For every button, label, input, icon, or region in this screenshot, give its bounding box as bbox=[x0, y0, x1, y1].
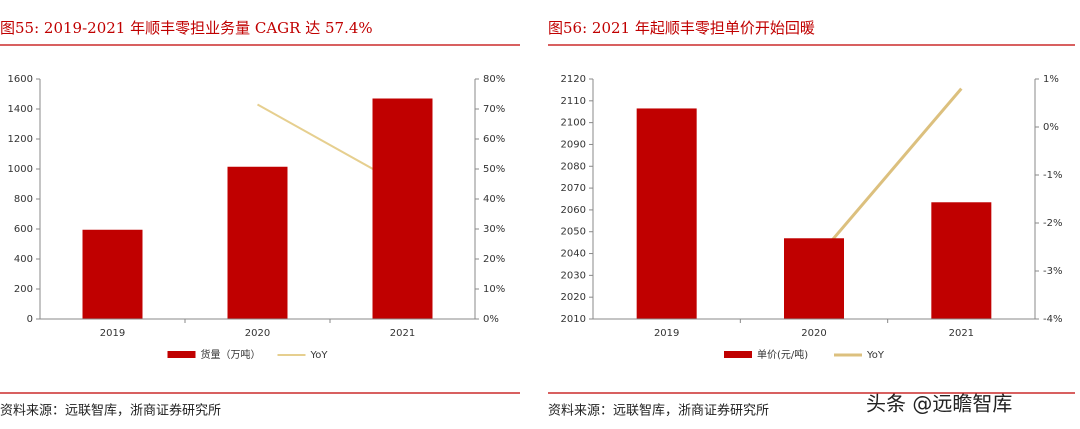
y-tick-label: 2040 bbox=[561, 249, 586, 260]
y2-tick-label: 10% bbox=[483, 284, 505, 295]
x-tick-label: 2021 bbox=[390, 328, 415, 339]
y2-tick-label: -2% bbox=[1043, 218, 1062, 229]
x-tick-label: 2020 bbox=[245, 328, 270, 339]
y-tick-label: 1000 bbox=[8, 164, 33, 175]
y-tick-label: 2070 bbox=[561, 183, 586, 194]
y2-tick-label: -4% bbox=[1043, 314, 1062, 325]
bar bbox=[372, 98, 433, 319]
y-tick-label: 2100 bbox=[561, 118, 586, 129]
x-tick-label: 2019 bbox=[100, 328, 125, 339]
y-tick-label: 2120 bbox=[561, 74, 586, 85]
legend-label: 货量（万吨） bbox=[201, 348, 261, 361]
source: 资料来源：远联智库，浙商证券研究所 bbox=[548, 403, 769, 419]
x-tick-label: 2021 bbox=[949, 328, 974, 339]
y2-tick-label: 40% bbox=[483, 194, 505, 205]
y-tick-label: 2110 bbox=[561, 96, 586, 107]
chart-title: 图55: 2019-2021 年顺丰零担业务量 CAGR 达 57.4% bbox=[0, 19, 373, 37]
y-tick-label: 0 bbox=[27, 314, 33, 325]
bar bbox=[784, 238, 844, 319]
y-tick-label: 2020 bbox=[561, 292, 586, 303]
y2-tick-label: 50% bbox=[483, 164, 505, 175]
bar bbox=[931, 202, 992, 319]
yoy-line bbox=[812, 87, 963, 263]
y2-tick-label: 80% bbox=[483, 74, 505, 85]
y-tick-label: 2030 bbox=[561, 270, 586, 281]
legend-label: YoY bbox=[866, 350, 885, 361]
y-tick-label: 200 bbox=[14, 284, 33, 295]
legend-swatch bbox=[167, 351, 196, 358]
x-tick-label: 2020 bbox=[801, 328, 826, 339]
y-tick-label: 1400 bbox=[8, 104, 33, 115]
y-tick-label: 2010 bbox=[561, 314, 586, 325]
y2-tick-label: 1% bbox=[1043, 74, 1059, 85]
y2-tick-label: 0% bbox=[483, 314, 499, 325]
y-tick-label: 2060 bbox=[561, 205, 586, 216]
y-tick-label: 1200 bbox=[8, 134, 33, 145]
legend-label: YoY bbox=[310, 350, 329, 361]
y-tick-label: 400 bbox=[14, 254, 33, 265]
legend-swatch bbox=[724, 351, 752, 358]
y2-tick-label: 0% bbox=[1043, 122, 1059, 133]
watermark: 头条 @远瞻智库 bbox=[866, 392, 1012, 416]
source: 资料来源：远联智库，浙商证券研究所 bbox=[0, 403, 221, 419]
y2-tick-label: 60% bbox=[483, 134, 505, 145]
y-tick-label: 2080 bbox=[561, 161, 586, 172]
y-tick-label: 1600 bbox=[8, 74, 33, 85]
bar bbox=[227, 166, 288, 319]
y-tick-label: 2090 bbox=[561, 139, 586, 150]
y2-tick-label: -3% bbox=[1043, 266, 1062, 277]
y2-tick-label: 30% bbox=[483, 224, 505, 235]
y-tick-label: 800 bbox=[14, 194, 33, 205]
y-tick-label: 2050 bbox=[561, 227, 586, 238]
legend-label: 单价(元/吨) bbox=[757, 348, 808, 361]
bar bbox=[636, 108, 697, 319]
chart-title: 图56: 2021 年起顺丰零担单价开始回暖 bbox=[548, 19, 815, 37]
x-tick-label: 2019 bbox=[654, 328, 679, 339]
y2-tick-label: 20% bbox=[483, 254, 505, 265]
y-tick-label: 600 bbox=[14, 224, 33, 235]
y2-tick-label: 70% bbox=[483, 104, 505, 115]
y2-tick-label: -1% bbox=[1043, 170, 1062, 181]
bar bbox=[82, 229, 143, 319]
